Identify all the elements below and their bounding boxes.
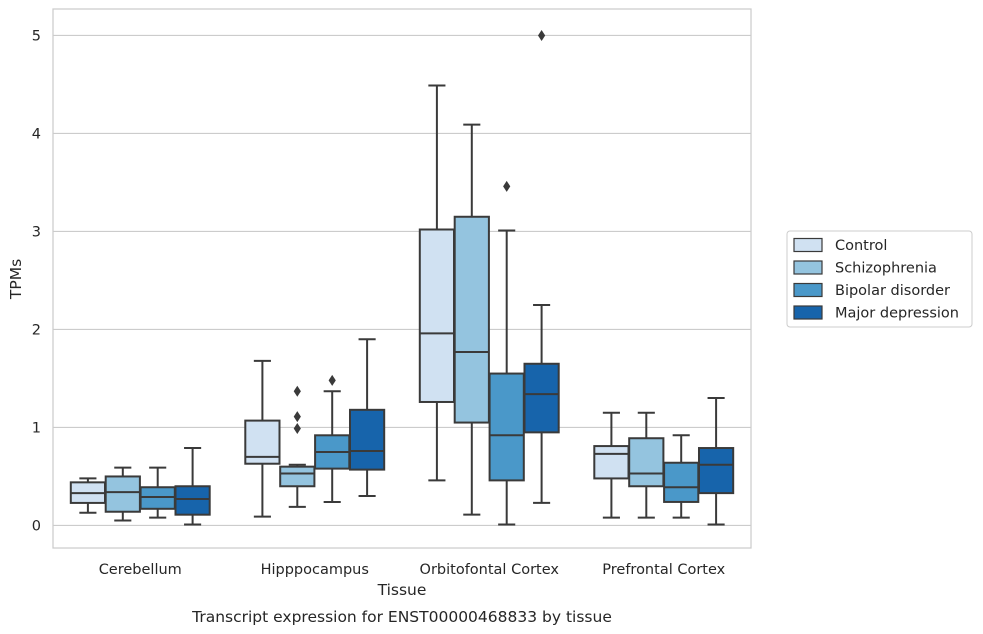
iqr-box (663, 461, 700, 503)
box-3-0 (593, 411, 630, 519)
y-tick-label: 3 (32, 224, 41, 240)
box-2-2 (488, 180, 525, 526)
outlier-point (538, 29, 546, 41)
legend-label: Major depression (835, 306, 959, 322)
box-1-0 (244, 359, 281, 518)
outlier-point (503, 180, 511, 192)
iqr-box (523, 362, 560, 434)
box-3-2 (663, 434, 700, 519)
box-1-3 (348, 338, 386, 498)
y-tick-label: 4 (32, 126, 41, 142)
legend-label: Control (835, 238, 887, 254)
iqr-box (593, 445, 630, 480)
iqr-box (104, 475, 141, 513)
outlier-point (293, 422, 301, 434)
y-axis-title: TPMs (7, 259, 25, 300)
box-3-1 (628, 411, 665, 519)
iqr-box (418, 228, 456, 403)
legend: Control Schizophrenia Bipolar disorder Majo… (786, 230, 973, 328)
x-tick-label: Hipppocampus (261, 562, 369, 578)
box-1-1 (279, 385, 316, 508)
box-0-3 (174, 447, 211, 526)
legend-swatch (793, 237, 823, 253)
legend-swatch (793, 260, 823, 275)
box-groups (69, 29, 735, 526)
box-1-2 (314, 374, 351, 503)
box-2-1 (453, 123, 490, 516)
x-axis-ticks: Cerebellum Hipppocampus Orbitofontal Corte… (99, 562, 726, 578)
gridlines (53, 34, 751, 527)
y-tick-label: 5 (32, 28, 41, 44)
iqr-box (453, 215, 490, 424)
iqr-box (488, 372, 525, 482)
box-2-3 (523, 29, 560, 504)
box-0-0 (69, 477, 107, 514)
y-axis-ticks: 0 1 2 3 4 5 (32, 28, 41, 534)
y-tick-label: 1 (32, 420, 41, 436)
legend-items: Control Schizophrenia Bipolar disorder Majo… (793, 237, 959, 322)
iqr-box (697, 447, 735, 495)
plot-area-frame (52, 8, 752, 549)
box-0-1 (104, 466, 141, 522)
iqr-box (628, 437, 665, 488)
x-tick-label: Prefrontal Cortex (602, 562, 725, 578)
outlier-point (293, 385, 301, 397)
legend-swatch (793, 305, 823, 320)
legend-frame (786, 230, 973, 328)
legend-label: Schizophrenia (835, 261, 937, 277)
chart-caption: Transcript expression for ENST0000046883… (191, 608, 612, 626)
x-tick-label: Cerebellum (99, 562, 182, 578)
x-axis-title: Tissue (377, 581, 427, 599)
box-3-3 (697, 397, 735, 526)
outlier-point (293, 411, 301, 423)
outlier-point (328, 374, 336, 386)
iqr-box (174, 485, 211, 516)
box-2-0 (418, 84, 456, 482)
box-0-2 (139, 466, 176, 519)
y-tick-label: 2 (32, 322, 41, 338)
iqr-box (348, 408, 386, 471)
x-tick-label: Orbitofontal Cortex (420, 562, 560, 578)
legend-label: Bipolar disorder (835, 283, 950, 299)
legend-swatch (793, 282, 823, 298)
iqr-box (279, 465, 316, 488)
y-tick-label: 0 (32, 518, 41, 534)
